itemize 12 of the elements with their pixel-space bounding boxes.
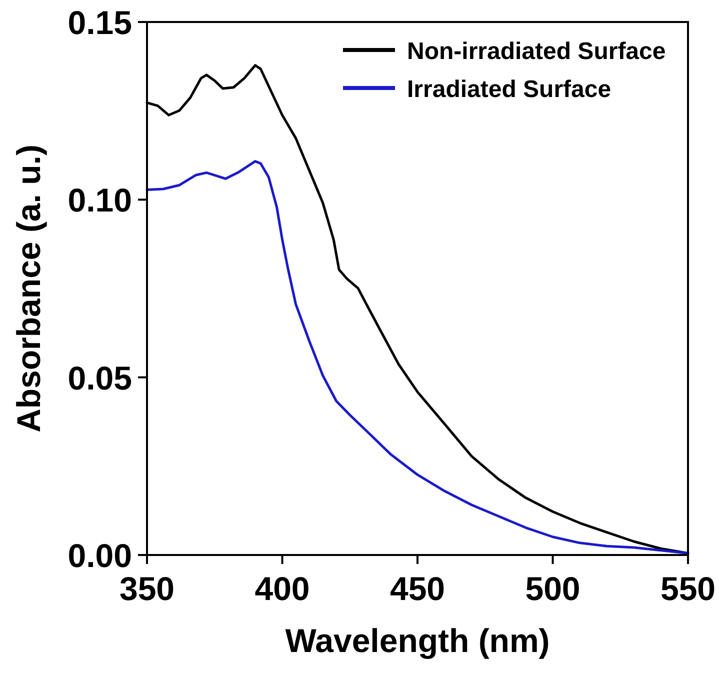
y-tick-label: 0.05	[68, 359, 132, 396]
y-tick-label: 0.15	[68, 4, 132, 41]
x-tick-label: 500	[525, 570, 580, 607]
line-series	[146, 160, 690, 554]
legend-label: Non-irradiated Surface	[407, 38, 666, 65]
x-tick-label: 550	[660, 570, 716, 607]
x-axis-title: Wavelength (nm)	[285, 622, 550, 659]
x-tick-label: 450	[390, 570, 446, 607]
y-axis-title: Absorbance (a. u.)	[10, 144, 47, 432]
legend-label: Irradiated Surface	[407, 76, 612, 103]
y-tick-label: 0.10	[68, 182, 132, 219]
x-tick-label: 400	[254, 570, 310, 607]
